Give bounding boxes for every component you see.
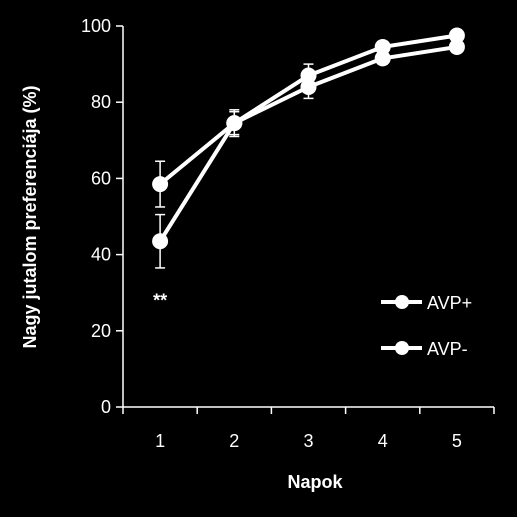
legend-label: AVP- <box>427 339 468 359</box>
data-point <box>374 50 391 67</box>
x-tick-label: 1 <box>155 431 165 451</box>
data-point <box>300 67 317 84</box>
x-tick-label: 5 <box>452 431 462 451</box>
x-tick-label: 4 <box>378 431 388 451</box>
y-tick-label: 100 <box>81 16 111 36</box>
y-tick-label: 80 <box>91 92 111 112</box>
series-AVP- <box>152 27 465 269</box>
y-ticks: 0 20 40 60 80 100 <box>81 16 123 417</box>
y-tick-label: 40 <box>91 245 111 265</box>
y-tick-label: 60 <box>91 168 111 188</box>
x-tick-label: 2 <box>229 431 239 451</box>
significance-annotation: ** <box>153 290 167 310</box>
legend-marker <box>395 341 409 355</box>
legend-item: AVP+ <box>381 293 472 313</box>
legend-marker <box>395 295 409 309</box>
y-tick-label: 0 <box>101 397 111 417</box>
x-axis-title: Napok <box>287 472 343 492</box>
series-group <box>152 27 465 269</box>
legend-label: AVP+ <box>427 293 472 313</box>
legend-item: AVP- <box>381 339 468 359</box>
data-point <box>448 38 465 55</box>
axes <box>122 26 494 408</box>
data-point <box>448 27 465 44</box>
data-point <box>226 115 243 132</box>
legend: AVP+ AVP- <box>381 293 472 359</box>
x-tick-label: 3 <box>303 431 313 451</box>
y-axis-title: Nagy jutalom preferenciája (%) <box>20 85 40 348</box>
y-tick-label: 20 <box>91 321 111 341</box>
data-point <box>374 38 391 55</box>
data-point <box>152 176 169 193</box>
x-ticks: 1 2 3 4 5 <box>122 407 495 451</box>
data-point <box>152 233 169 250</box>
